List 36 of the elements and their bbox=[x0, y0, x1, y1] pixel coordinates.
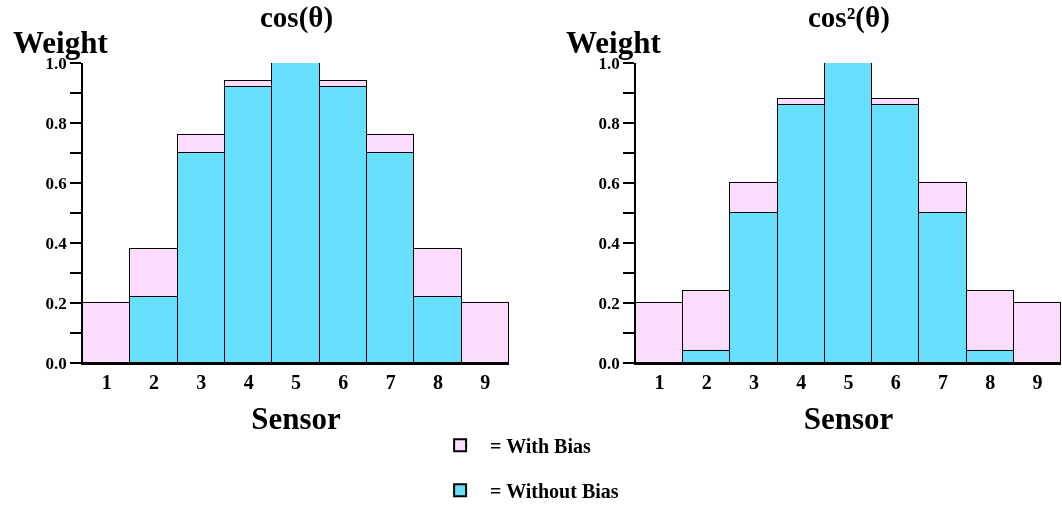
x-tick-label: 5 bbox=[843, 370, 854, 393]
x-tick-label: 7 bbox=[937, 370, 948, 393]
y-tick-label: 0.6 bbox=[598, 173, 620, 193]
x-tick-label: 8 bbox=[985, 370, 996, 393]
y-tick-label: 0.4 bbox=[45, 233, 68, 253]
x-tick-label: 7 bbox=[385, 370, 396, 393]
y-tick-label: 0.4 bbox=[598, 233, 621, 253]
legend-label: = Without Bias bbox=[490, 480, 619, 503]
y-axis-title: Weight bbox=[566, 25, 662, 60]
legend-label: = With Bias bbox=[490, 435, 592, 458]
x-tick-label: 3 bbox=[196, 370, 207, 393]
x-tick-label: 3 bbox=[749, 370, 760, 393]
x-tick-label: 6 bbox=[890, 370, 901, 393]
x-tick-label: 1 bbox=[101, 370, 112, 393]
x-tick-label: 4 bbox=[796, 370, 807, 393]
x-tick-label: 1 bbox=[654, 370, 665, 393]
y-tick-label: 0.0 bbox=[598, 353, 620, 373]
x-tick-label: 2 bbox=[149, 370, 159, 393]
x-tick-label: 2 bbox=[701, 370, 712, 393]
y-tick-label: 0.6 bbox=[45, 173, 67, 193]
x-axis-title: Sensor bbox=[803, 401, 894, 437]
y-tick-label: 0.2 bbox=[598, 293, 620, 313]
x-axis-title: Sensor bbox=[251, 401, 342, 437]
y-tick-label: 0.0 bbox=[45, 353, 67, 373]
y-axis-title: Weight bbox=[13, 25, 109, 60]
x-tick-label: 5 bbox=[291, 370, 301, 393]
chart-title: cos(θ) bbox=[260, 1, 334, 34]
y-tick-label: 0.2 bbox=[45, 293, 67, 313]
x-tick-label: 8 bbox=[433, 370, 443, 393]
x-tick-label: 4 bbox=[243, 370, 254, 393]
x-tick-label: 9 bbox=[1032, 370, 1043, 393]
y-tick-label: 0.8 bbox=[598, 113, 620, 133]
x-tick-label: 9 bbox=[480, 370, 491, 393]
chart-title: cos²(θ) bbox=[808, 1, 890, 34]
y-tick-label: 0.8 bbox=[45, 113, 67, 133]
x-tick-label: 6 bbox=[338, 370, 349, 393]
